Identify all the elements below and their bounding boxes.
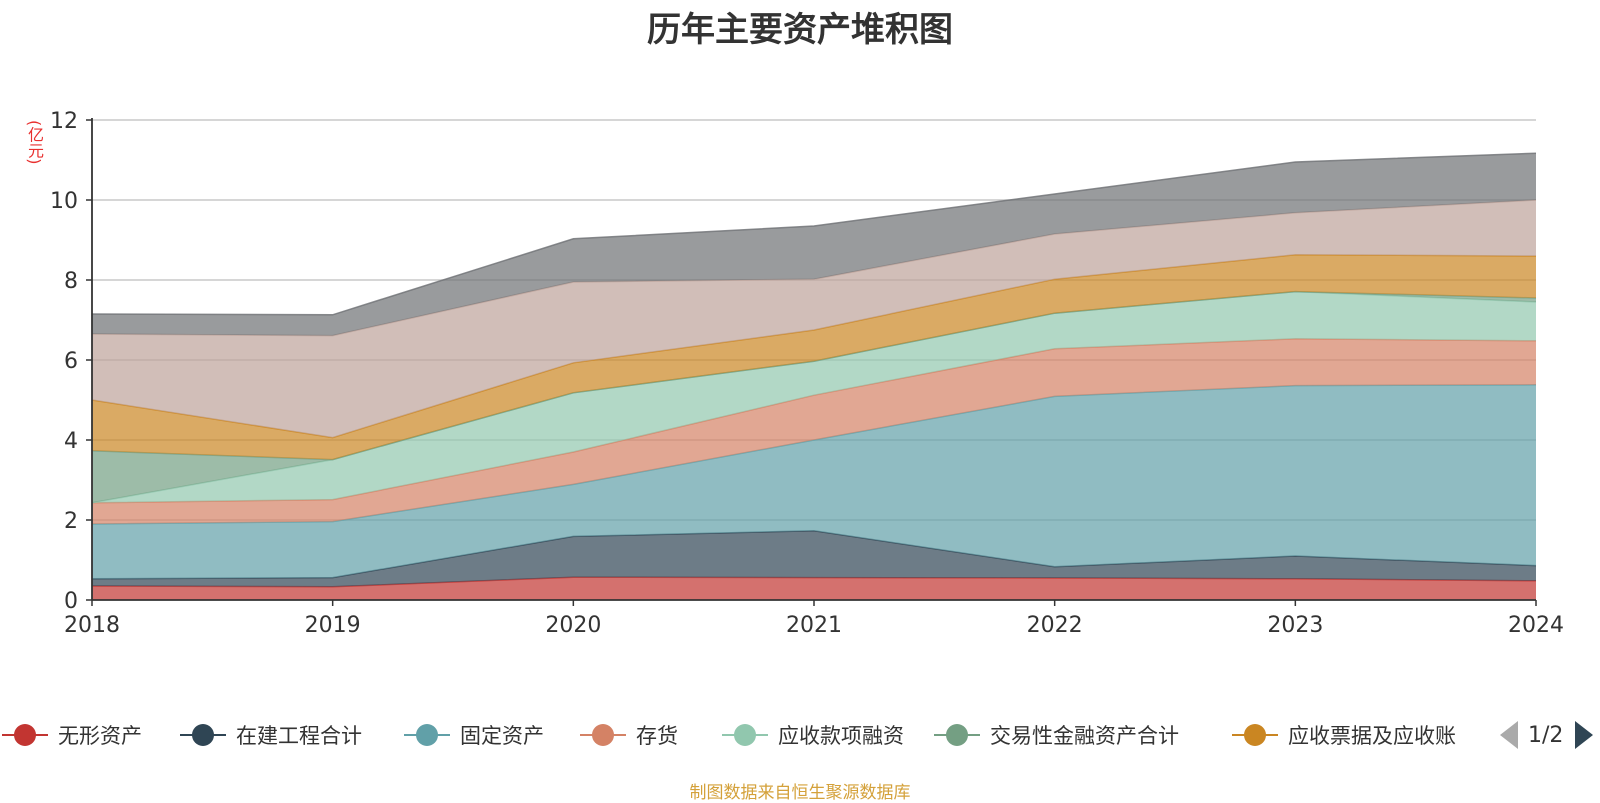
- area-series-3: [92, 338, 1536, 524]
- legend-pager: 1/2: [1500, 718, 1594, 752]
- y-tick-label: 12: [50, 109, 78, 134]
- legend-item[interactable]: 无形资产: [0, 718, 142, 752]
- area-series-8: [92, 153, 1536, 336]
- y-tick-label: 2: [64, 509, 78, 534]
- legend-marker-icon: [0, 718, 50, 752]
- legend-item[interactable]: 应收票据及应收账: [1230, 718, 1456, 752]
- legend-item[interactable]: 应收款项融资: [720, 718, 904, 752]
- legend-marker-icon: [932, 718, 982, 752]
- x-tick-label: 2022: [1027, 613, 1083, 638]
- area-edge-series-8: [91, 152, 1537, 316]
- legend-label: 无形资产: [58, 724, 142, 748]
- area-series-4: [92, 291, 1536, 503]
- legend-marker-icon: [578, 718, 628, 752]
- legend-label: 在建工程合计: [236, 724, 362, 748]
- legend-page-indicator: 1/2: [1528, 722, 1564, 748]
- legend-item[interactable]: 交易性金融资产合计: [932, 718, 1179, 752]
- area-series-0: [92, 577, 1536, 600]
- legend-label: 固定资产: [460, 724, 544, 748]
- area-series-2: [92, 384, 1536, 579]
- axes: 0 2 4 6 8 10 12 2018 2019 2020 2021 2022 2023 2024: [50, 109, 1564, 638]
- legend-marker-icon: [178, 718, 228, 752]
- legend-item[interactable]: 存货: [578, 718, 678, 752]
- legend-label: 应收票据及应收账: [1288, 724, 1456, 748]
- legend-prev-page-icon[interactable]: [1500, 721, 1518, 749]
- legend-label: 应收款项融资: [778, 724, 904, 748]
- x-tick-label: 2020: [545, 613, 601, 638]
- y-axis-unit: (亿元): [25, 120, 44, 165]
- legend-item[interactable]: 在建工程合计: [178, 718, 362, 752]
- x-tick-label: 2023: [1267, 613, 1323, 638]
- data-source-note: 制图数据来自恒生聚源数据库: [689, 783, 911, 803]
- y-tick-label: 4: [64, 429, 78, 454]
- stacked-areas: [91, 152, 1537, 600]
- legend-item[interactable]: 固定资产: [402, 718, 544, 752]
- legend: 无形资产 在建工程合计 固定资产 存货 应收款项融资 交易性金融资产合计 应收票据及应收账: [0, 718, 1600, 752]
- y-tick-label: 6: [64, 349, 78, 374]
- x-tick-label: 2024: [1508, 613, 1564, 638]
- legend-next-page-icon[interactable]: [1575, 721, 1594, 749]
- legend-marker-icon: [720, 718, 770, 752]
- area-series-7: [92, 200, 1536, 438]
- chart-title: 历年主要资产堆积图: [647, 10, 953, 50]
- area-series-6: [92, 254, 1536, 460]
- x-tick-label: 2018: [64, 613, 120, 638]
- legend-marker-icon: [1230, 718, 1280, 752]
- x-tick-label: 2021: [786, 613, 842, 638]
- y-tick-label: 8: [64, 269, 78, 294]
- legend-marker-icon: [402, 718, 452, 752]
- y-tick-label: 0: [64, 589, 78, 614]
- legend-label: 存货: [636, 724, 678, 748]
- x-tick-label: 2019: [305, 613, 361, 638]
- y-tick-label: 10: [50, 189, 78, 214]
- legend-label: 交易性金融资产合计: [990, 724, 1179, 748]
- area-series-1: [92, 530, 1536, 587]
